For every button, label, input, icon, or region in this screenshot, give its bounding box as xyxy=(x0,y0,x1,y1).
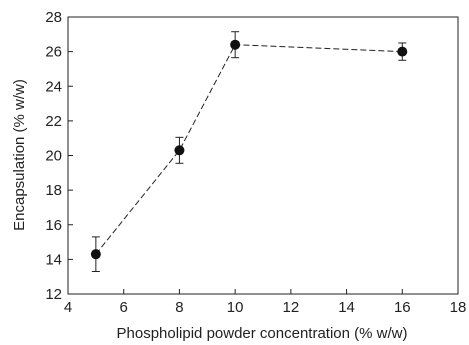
data-point xyxy=(174,145,185,156)
y-tick-label: 18 xyxy=(45,182,62,199)
y-axis-title: Encapsulation (% w/w) xyxy=(11,79,28,231)
data-point xyxy=(230,39,241,50)
x-tick-label: 12 xyxy=(283,299,300,316)
y-tick-label: 22 xyxy=(45,113,62,130)
y-tick-label: 16 xyxy=(45,217,62,234)
x-tick-label: 6 xyxy=(120,299,128,316)
x-tick-label: 14 xyxy=(338,299,355,316)
x-tick-label: 18 xyxy=(450,299,467,316)
series-line xyxy=(95,44,403,255)
y-tick-label: 24 xyxy=(45,78,62,95)
data-point xyxy=(397,46,408,57)
y-tick-label: 12 xyxy=(45,286,62,303)
x-tick-label: 8 xyxy=(175,299,183,316)
series-layer xyxy=(90,31,408,272)
y-tick-label: 28 xyxy=(45,9,62,26)
y-tick-label: 20 xyxy=(45,148,62,165)
y-tick-label: 26 xyxy=(45,44,62,61)
x-tick-label: 10 xyxy=(227,299,244,316)
plot-area: 4 6 8 10 12 14 16 18 12 14 16 18 20 22 24 26 28 xyxy=(45,9,466,316)
data-point xyxy=(90,249,101,260)
x-tick-label: 16 xyxy=(394,299,411,316)
x-axis-title: Phospholipid powder concentration (% w/w… xyxy=(117,325,408,342)
x-tick-label: 4 xyxy=(64,299,72,316)
y-tick-label: 14 xyxy=(45,251,62,268)
plot-frame xyxy=(67,16,459,295)
